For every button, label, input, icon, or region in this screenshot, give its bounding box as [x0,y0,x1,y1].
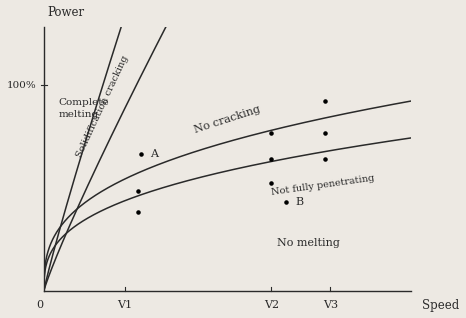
Text: Speed: Speed [422,299,459,312]
Text: V2: V2 [264,300,279,310]
Text: Power: Power [48,6,85,19]
Text: 0: 0 [37,300,44,310]
Text: V1: V1 [117,300,132,310]
Text: No cracking: No cracking [193,104,262,135]
Text: Solidification cracking: Solidification cracking [75,54,130,159]
Text: 100%: 100% [7,81,36,90]
Text: A: A [151,149,158,159]
Text: Complete
melting: Complete melting [59,98,109,119]
Text: V3: V3 [322,300,338,310]
Text: No melting: No melting [277,238,340,248]
Text: Not fully penetrating: Not fully penetrating [271,174,375,197]
Text: B: B [295,197,303,207]
